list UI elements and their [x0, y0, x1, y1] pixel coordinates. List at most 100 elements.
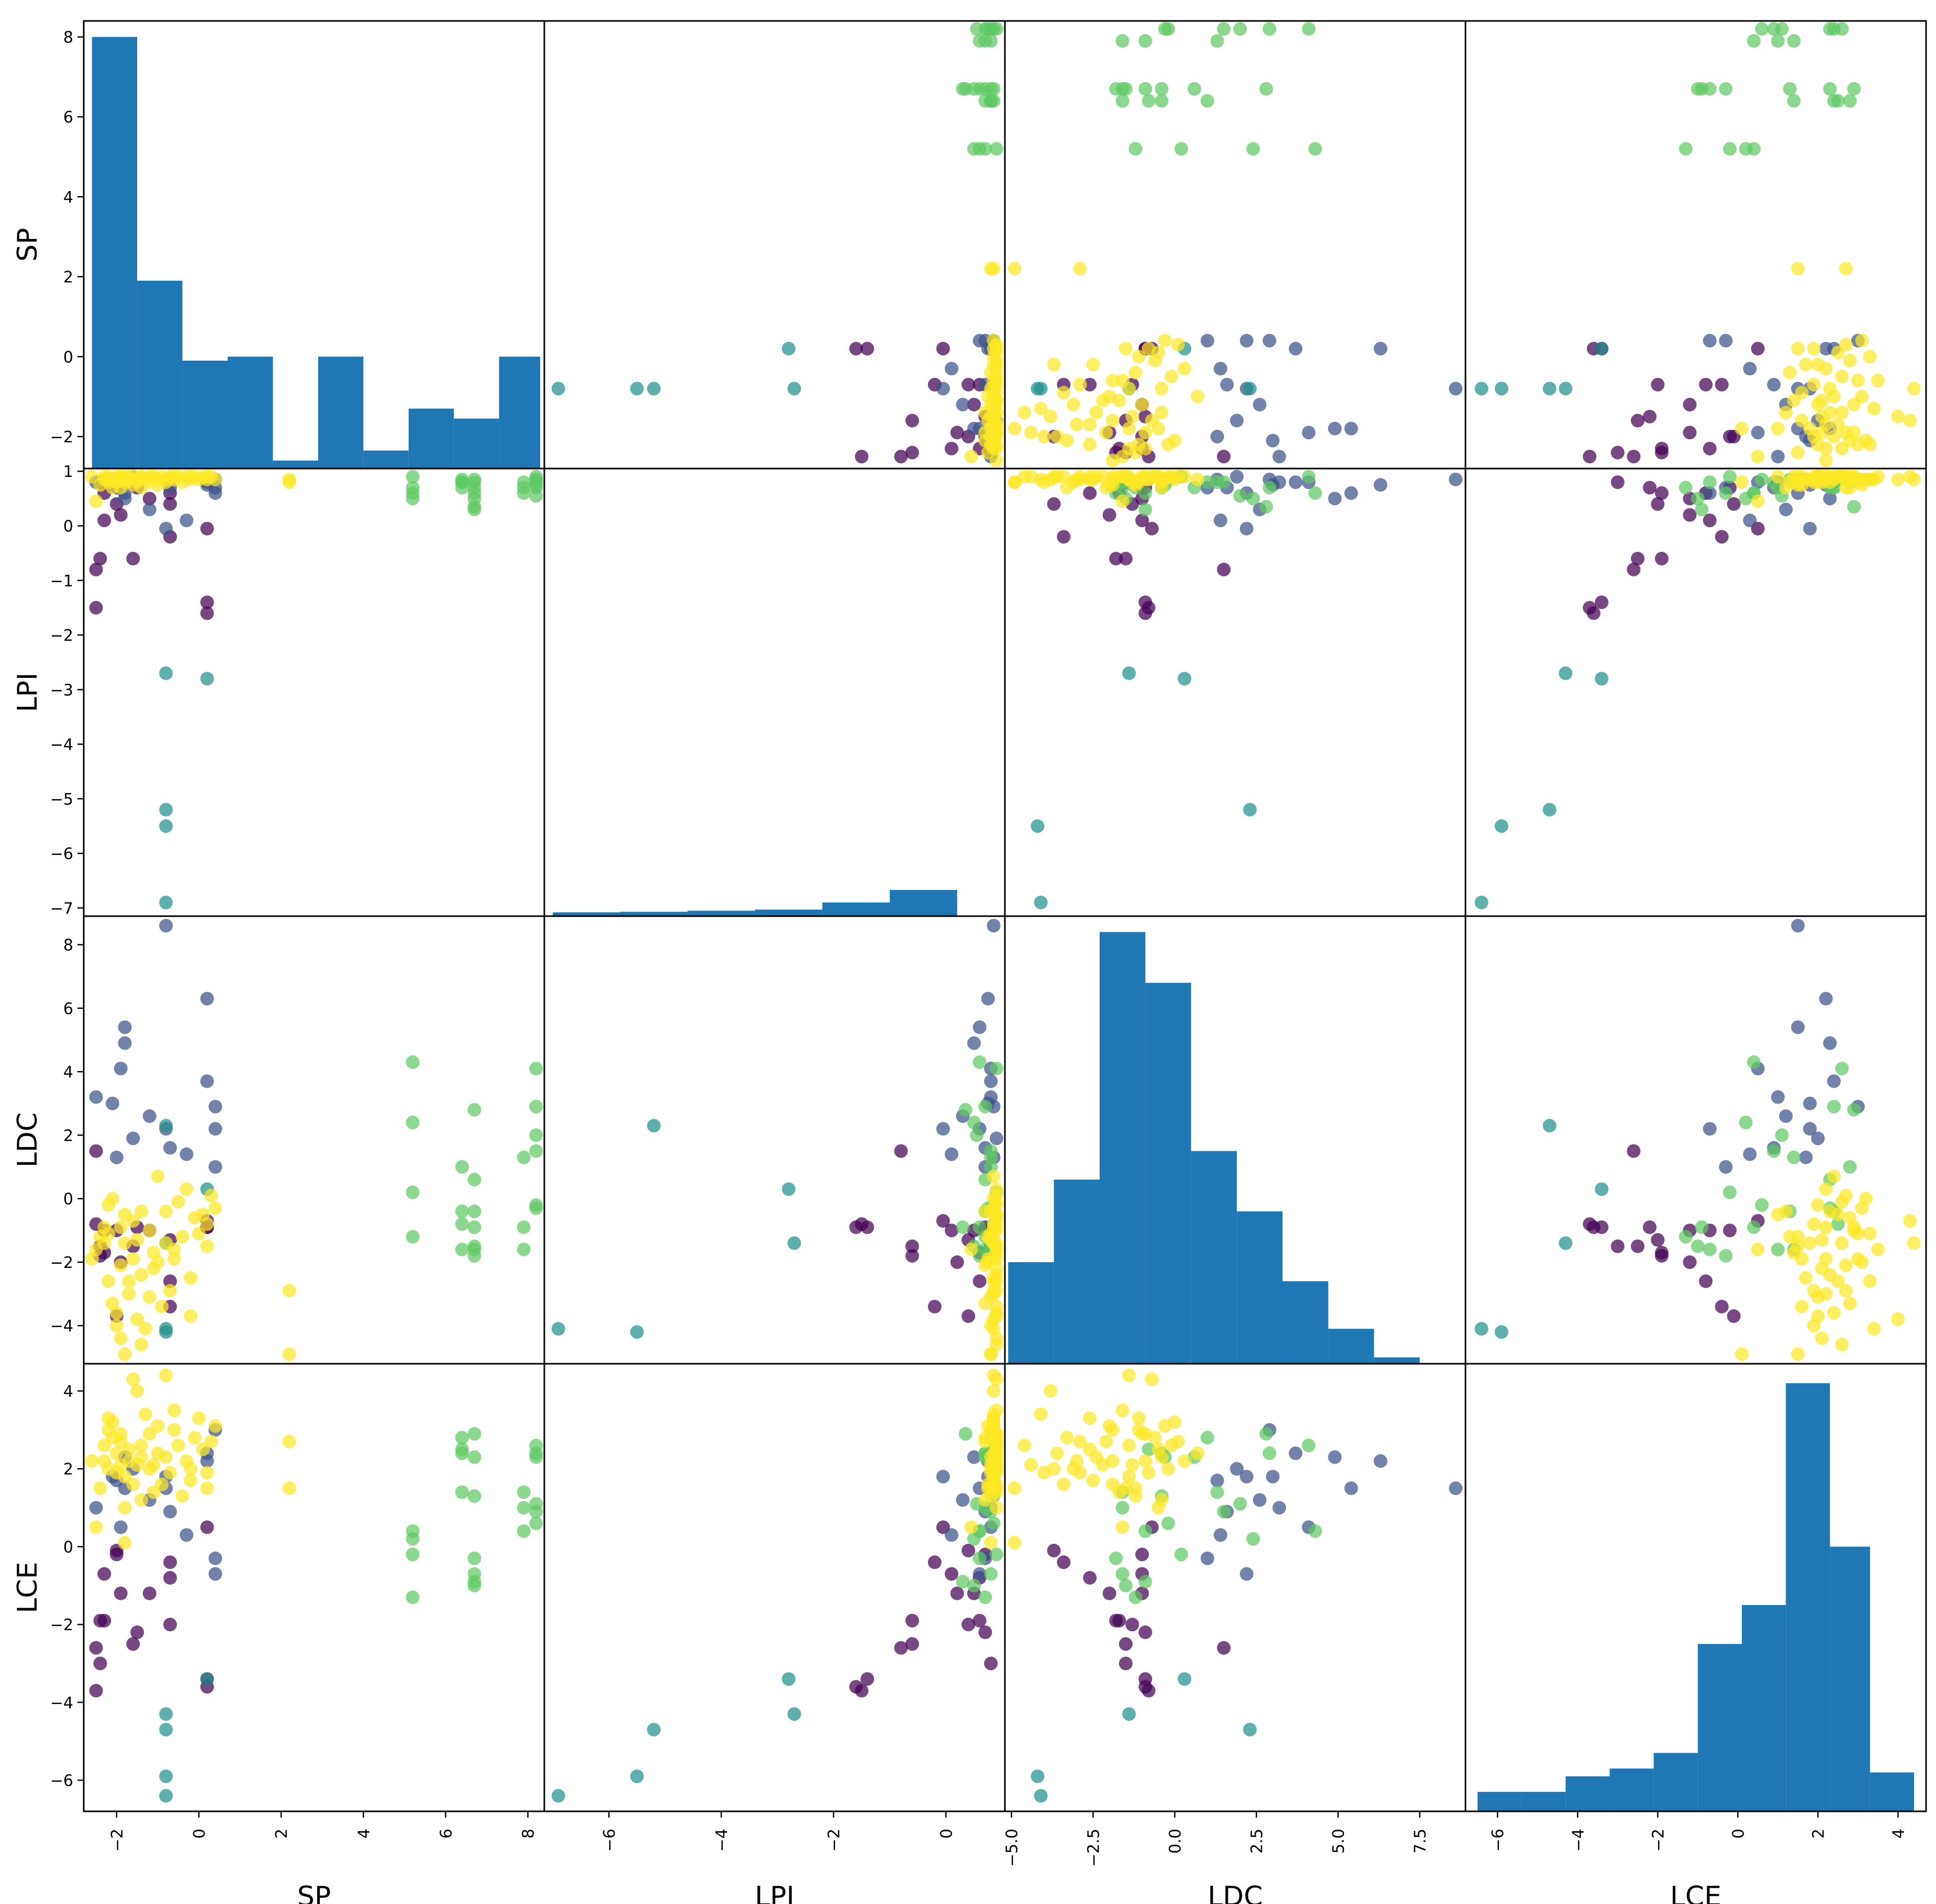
scatter-point — [529, 1505, 543, 1519]
scatter-point — [130, 1625, 144, 1639]
scatter-point — [1727, 497, 1741, 511]
scatter-point — [208, 1567, 222, 1581]
scatter-point — [184, 1462, 198, 1476]
x-tick-label-SP: 2 — [273, 1829, 291, 1839]
scatter-point — [200, 1217, 214, 1231]
scatter-point — [126, 552, 140, 566]
scatter-point — [989, 1547, 1003, 1562]
scatter-point — [529, 1516, 543, 1530]
scatter-point — [517, 1524, 531, 1538]
scatter-point — [159, 895, 173, 909]
scatter-point — [109, 1446, 124, 1460]
scatter-point — [192, 1227, 206, 1241]
scatter-point — [1057, 1477, 1071, 1491]
scatter-point — [1654, 1249, 1669, 1263]
scatter-point — [1096, 470, 1110, 484]
scatter-point — [987, 1170, 1001, 1184]
scatter-point — [1272, 1501, 1286, 1515]
scatter-point — [1811, 470, 1825, 484]
scatter-point — [1787, 1150, 1801, 1164]
scatter-point — [972, 1055, 987, 1069]
scatter-point — [987, 1274, 1001, 1288]
scatter-point — [1771, 450, 1785, 464]
scatter-point — [1050, 429, 1064, 443]
scatter-point — [147, 1262, 161, 1276]
scatter-point — [1747, 34, 1761, 48]
scatter-point — [1839, 262, 1853, 276]
scatter-point — [989, 1220, 1003, 1234]
x-tick-label-LDC: 2.5 — [1248, 1829, 1267, 1854]
scatter-point — [936, 1122, 950, 1136]
scatter-point — [1086, 1474, 1100, 1488]
scatter-point — [1739, 1116, 1753, 1130]
scatter-point — [1735, 1347, 1749, 1361]
scatter-point — [1847, 470, 1861, 484]
scatter-point — [1811, 1131, 1825, 1145]
scatter-point — [1811, 358, 1825, 372]
scatter-point — [1217, 450, 1231, 464]
scatter-point — [109, 1319, 124, 1333]
scatter-point — [987, 438, 1001, 452]
scatter-point — [529, 1201, 543, 1215]
scatter-point — [138, 1407, 152, 1421]
scatter-point — [849, 1220, 863, 1234]
scatter-point — [1105, 470, 1120, 484]
scatter-point — [151, 1170, 165, 1184]
panel-SP-vs-LPI — [543, 20, 1006, 470]
scatter-point — [1073, 377, 1087, 392]
scatter-point — [155, 1299, 169, 1313]
scatter-point — [1771, 1090, 1785, 1104]
scatter-point — [989, 1299, 1003, 1313]
scatter-point — [406, 1185, 420, 1199]
x-axis-label-LPI: LPI — [755, 1881, 794, 1904]
scatter-point — [989, 142, 1003, 156]
hist-bar-LDC-5 — [1237, 1211, 1283, 1364]
scatter-point — [1542, 1119, 1557, 1133]
hist-bar-LCE-0 — [1477, 1791, 1522, 1811]
scatter-point — [406, 481, 420, 495]
scatter-point — [517, 486, 531, 500]
scatter-point — [89, 1501, 103, 1515]
scatter-point — [1851, 1252, 1865, 1266]
scatter-point — [936, 341, 950, 355]
scatter-point — [467, 1450, 482, 1464]
scatter-point — [282, 1481, 296, 1495]
panel-frame — [1464, 915, 1927, 1365]
y-axis-label-SP: SP — [12, 228, 43, 261]
scatter-point — [1586, 1220, 1601, 1234]
scatter-point — [1847, 426, 1861, 440]
scatter-point — [1158, 472, 1172, 486]
scatter-point — [984, 262, 998, 276]
scatter-point — [1751, 494, 1765, 508]
scatter-point — [1779, 1204, 1793, 1218]
scatter-point — [1891, 409, 1905, 424]
scatter-point — [1767, 22, 1781, 36]
scatter-point — [1907, 1236, 1921, 1250]
scatter-point — [967, 1578, 981, 1593]
scatter-point — [1847, 1103, 1861, 1117]
scatter-point — [984, 82, 998, 96]
scatter-point — [1835, 1062, 1849, 1076]
scatter-point — [1595, 341, 1609, 355]
y-tick-label-LPI: −5 — [50, 790, 73, 809]
scatter-point — [936, 1214, 950, 1228]
scatter-point — [1755, 22, 1769, 36]
scatter-point — [135, 1338, 148, 1352]
scatter-point — [1115, 94, 1129, 108]
scatter-point — [118, 1501, 132, 1515]
scatter-point — [142, 503, 156, 517]
panel-SP-vs-SP — [83, 20, 545, 470]
scatter-point — [467, 1173, 482, 1187]
scatter-point — [1171, 1434, 1185, 1449]
scatter-point — [1643, 481, 1657, 495]
scatter-point — [282, 1347, 296, 1361]
scatter-point — [958, 1103, 972, 1117]
scatter-point — [1631, 552, 1645, 566]
panel-marks — [1474, 22, 1921, 467]
scatter-point — [200, 1239, 214, 1253]
scatter-point — [989, 1427, 1003, 1441]
scatter-point — [1839, 338, 1853, 352]
scatter-point — [135, 470, 148, 484]
scatter-point — [905, 1637, 919, 1651]
scatter-point — [517, 1242, 531, 1256]
